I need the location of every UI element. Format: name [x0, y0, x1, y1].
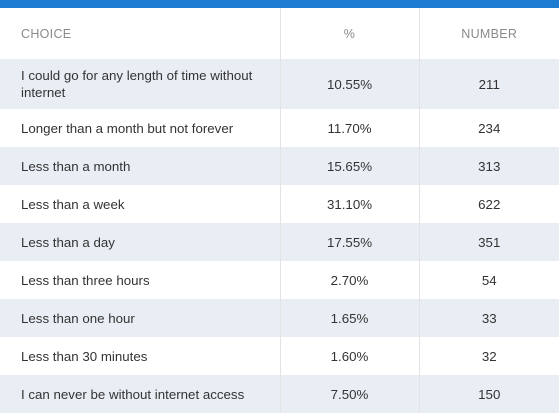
- cell-number: 211: [418, 59, 559, 109]
- cell-number: 313: [418, 147, 559, 185]
- table-row: I could go for any length of time withou…: [0, 59, 559, 109]
- header-choice: CHOICE: [0, 8, 280, 59]
- table-row: Less than a day 17.55% 351: [0, 223, 559, 261]
- cell-choice: Less than a week: [0, 185, 280, 223]
- cell-choice: I could go for any length of time withou…: [0, 59, 280, 109]
- table-row: Longer than a month but not forever 11.7…: [0, 109, 559, 147]
- cell-percent: 15.65%: [279, 147, 419, 185]
- table-row: Less than three hours 2.70% 54: [0, 261, 559, 299]
- cell-choice: Less than a day: [0, 223, 280, 261]
- cell-number: 33: [418, 299, 559, 337]
- cell-percent: 10.55%: [279, 59, 419, 109]
- table-row: Less than 30 minutes 1.60% 32: [0, 337, 559, 375]
- top-accent-bar: [0, 0, 559, 8]
- cell-percent: 1.60%: [279, 337, 419, 375]
- cell-number: 234: [418, 109, 559, 147]
- cell-percent: 31.10%: [279, 185, 419, 223]
- cell-percent: 1.65%: [279, 299, 419, 337]
- table-header-row: CHOICE % NUMBER: [0, 8, 559, 59]
- cell-number: 32: [418, 337, 559, 375]
- table-row: Less than one hour 1.65% 33: [0, 299, 559, 337]
- cell-number: 351: [418, 223, 559, 261]
- cell-choice: Less than one hour: [0, 299, 280, 337]
- table-row: Less than a month 15.65% 313: [0, 147, 559, 185]
- results-table: CHOICE % NUMBER I could go for any lengt…: [0, 8, 559, 413]
- cell-percent: 17.55%: [279, 223, 419, 261]
- cell-choice: Less than a month: [0, 147, 280, 185]
- cell-choice: Less than 30 minutes: [0, 337, 280, 375]
- header-number: NUMBER: [418, 8, 559, 59]
- cell-percent: 7.50%: [279, 375, 419, 413]
- table-row: Less than a week 31.10% 622: [0, 185, 559, 223]
- cell-number: 622: [418, 185, 559, 223]
- cell-number: 150: [418, 375, 559, 413]
- cell-number: 54: [418, 261, 559, 299]
- cell-choice: Less than three hours: [0, 261, 280, 299]
- cell-choice: Longer than a month but not forever: [0, 109, 280, 147]
- header-percent: %: [279, 8, 419, 59]
- cell-choice: I can never be without internet access: [0, 375, 280, 413]
- cell-percent: 2.70%: [279, 261, 419, 299]
- cell-percent: 11.70%: [279, 109, 419, 147]
- table-row: I can never be without internet access 7…: [0, 375, 559, 413]
